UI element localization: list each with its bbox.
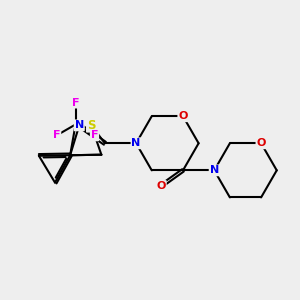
Text: N: N [131, 138, 141, 148]
Text: O: O [156, 181, 166, 191]
Text: F: F [91, 130, 98, 140]
Text: O: O [178, 111, 188, 121]
Text: N: N [75, 120, 84, 130]
Text: O: O [256, 138, 266, 148]
Text: S: S [87, 118, 95, 132]
Text: N: N [210, 165, 219, 175]
Text: F: F [72, 98, 79, 108]
Text: F: F [53, 130, 60, 140]
